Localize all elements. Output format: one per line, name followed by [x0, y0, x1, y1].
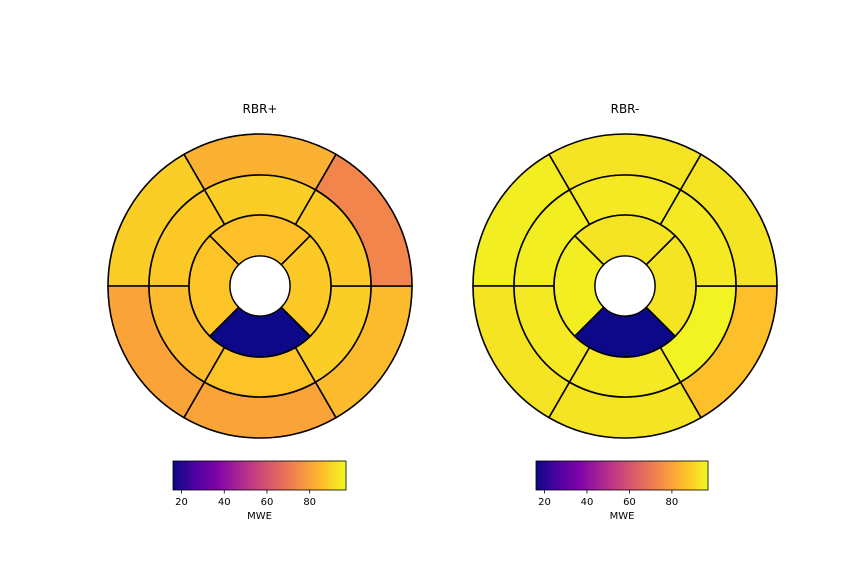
- chart-title: RBR-: [611, 102, 640, 116]
- bullseye-segments: [107, 133, 413, 439]
- colorbar-label: MWE: [247, 511, 272, 522]
- colorbar-tick-label: 40: [581, 497, 594, 508]
- colorbar-tick-label: 80: [666, 497, 679, 508]
- apex-hole: [594, 255, 656, 317]
- bullseye-panel-rbr-minus: RBR- 20 40 60 80 MWE: [472, 102, 778, 522]
- colorbar-label: MWE: [610, 511, 635, 522]
- colorbar-tick-label: 40: [218, 497, 231, 508]
- colorbar-tick-label: 60: [261, 497, 274, 508]
- colorbar-tick-label: 80: [303, 497, 316, 508]
- colorbar-tick-label: 20: [538, 497, 551, 508]
- colorbar: 20 40 60 80 MWE: [535, 460, 709, 522]
- colorbar: 20 40 60 80 MWE: [172, 460, 347, 522]
- colorbar-tick-label: 60: [623, 497, 636, 508]
- chart-title: RBR+: [243, 102, 278, 116]
- apex-hole: [229, 255, 291, 317]
- colorbar-gradient: [535, 460, 709, 491]
- colorbar-ticks: 20 40 60 80: [538, 490, 678, 508]
- bullseye-panel-rbr-plus: RBR+ 20 40 60 80 MWE: [107, 102, 413, 522]
- colorbar-ticks: 20 40 60 80: [175, 490, 316, 508]
- colorbar-tick-label: 20: [175, 497, 188, 508]
- bullseye-segments: [472, 133, 778, 439]
- colorbar-gradient: [172, 460, 347, 491]
